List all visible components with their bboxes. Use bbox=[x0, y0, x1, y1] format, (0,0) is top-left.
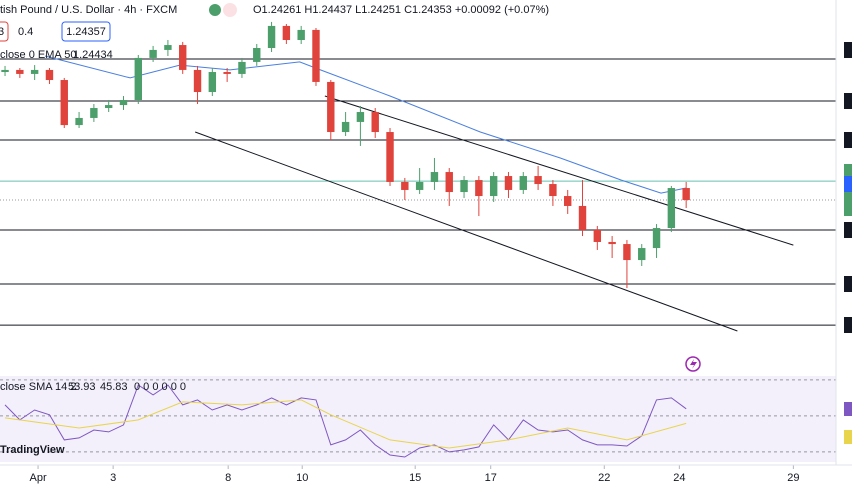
candle-body bbox=[608, 241, 616, 245]
candle-body bbox=[652, 228, 661, 249]
rsi-sma-line bbox=[4, 399, 687, 449]
ema-line bbox=[44, 55, 687, 194]
candle-body bbox=[45, 69, 54, 81]
candle-body bbox=[312, 29, 320, 82]
ema-label: close 0 EMA 50 bbox=[0, 49, 76, 61]
candle-body bbox=[578, 205, 587, 230]
candle-body bbox=[445, 172, 453, 193]
candle-body bbox=[223, 72, 231, 74]
tab bbox=[844, 222, 852, 238]
candle-body bbox=[430, 172, 439, 182]
rsi-label: close SMA 14 2 bbox=[0, 381, 76, 393]
tab bbox=[844, 276, 852, 292]
tab bbox=[844, 402, 852, 416]
x-tick-label: Apr bbox=[29, 472, 46, 484]
tab bbox=[844, 317, 852, 333]
tab bbox=[844, 132, 852, 148]
x-tick-label: 8 bbox=[225, 472, 231, 484]
extra-values: 0 0 0 0 0 0 bbox=[134, 381, 186, 393]
tab bbox=[844, 93, 852, 109]
x-tick-label: 22 bbox=[598, 472, 610, 484]
candle-body bbox=[638, 248, 646, 261]
event-icon[interactable] bbox=[685, 356, 701, 372]
x-tick-label: 17 bbox=[485, 472, 497, 484]
candle-body bbox=[549, 184, 557, 197]
candle-body bbox=[356, 112, 365, 122]
event-bolt bbox=[690, 359, 697, 369]
symbol-title: tish Pound / U.S. Dollar · 4h · FXCM bbox=[0, 4, 177, 16]
candle-body bbox=[16, 69, 24, 74]
rsi-line bbox=[4, 384, 687, 458]
candle-body bbox=[238, 61, 246, 74]
candle-body bbox=[208, 72, 217, 93]
candle-body bbox=[460, 180, 468, 193]
candle-body bbox=[327, 81, 335, 133]
tab bbox=[844, 42, 852, 58]
candle-body bbox=[401, 181, 409, 190]
x-tick-label: 24 bbox=[673, 472, 685, 484]
trend-line bbox=[194, 131, 738, 332]
candle-body bbox=[134, 57, 142, 101]
candle-body bbox=[534, 176, 542, 185]
candle-body bbox=[30, 69, 39, 74]
plot: Apr 3 8 10 15 17 22 24 29 bbox=[0, 21, 836, 484]
candle-body bbox=[193, 69, 202, 93]
candle-body bbox=[1, 69, 9, 73]
candle-body bbox=[297, 29, 305, 41]
sell-price: 3 bbox=[0, 26, 4, 38]
candle-body bbox=[119, 100, 128, 106]
candle-body bbox=[593, 229, 602, 242]
candle-body bbox=[489, 176, 498, 197]
status-icon bbox=[223, 3, 237, 17]
x-tick-label: 15 bbox=[409, 472, 421, 484]
buy-button[interactable] bbox=[61, 21, 111, 42]
x-tick-label: 29 bbox=[787, 472, 799, 484]
candle-body bbox=[667, 188, 676, 229]
buy-price: 1.24357 bbox=[66, 26, 106, 38]
candle-body bbox=[253, 48, 261, 62]
candle-body bbox=[475, 180, 483, 197]
candle-body bbox=[682, 188, 690, 201]
sell-button[interactable] bbox=[0, 21, 9, 42]
price-tabs bbox=[844, 42, 852, 444]
candle-body bbox=[149, 49, 157, 58]
x-tick-label: 3 bbox=[110, 472, 116, 484]
candle-body bbox=[90, 108, 98, 118]
candle-body bbox=[341, 121, 350, 133]
candle-body bbox=[371, 112, 379, 133]
candle-body bbox=[564, 196, 572, 206]
candle-body bbox=[386, 132, 394, 182]
tab bbox=[844, 430, 852, 444]
candle-body bbox=[504, 176, 513, 190]
status-dot bbox=[209, 4, 221, 16]
tab bbox=[844, 176, 852, 192]
sma-value: 45.83 bbox=[100, 381, 128, 393]
rsi-value: 53.93 bbox=[68, 381, 96, 393]
x-tick-label: 10 bbox=[296, 472, 308, 484]
spread: 0.4 bbox=[18, 26, 33, 38]
candle-body bbox=[164, 45, 172, 50]
candle-body bbox=[519, 176, 527, 190]
ohlc: O1.24261 H1.24437 L1.24251 C1.24353 +0.0… bbox=[253, 4, 549, 16]
candle-body bbox=[104, 105, 113, 109]
candle-body bbox=[60, 80, 68, 126]
candle-body bbox=[267, 25, 276, 49]
candle-body bbox=[623, 244, 631, 261]
trend-line bbox=[324, 95, 794, 246]
candle-body bbox=[75, 117, 83, 126]
logo: TradingView bbox=[0, 444, 65, 456]
candle-body bbox=[179, 45, 187, 70]
candle-body bbox=[415, 181, 424, 190]
candle-body bbox=[282, 25, 291, 41]
ema-value: 1.24434 bbox=[73, 49, 113, 61]
